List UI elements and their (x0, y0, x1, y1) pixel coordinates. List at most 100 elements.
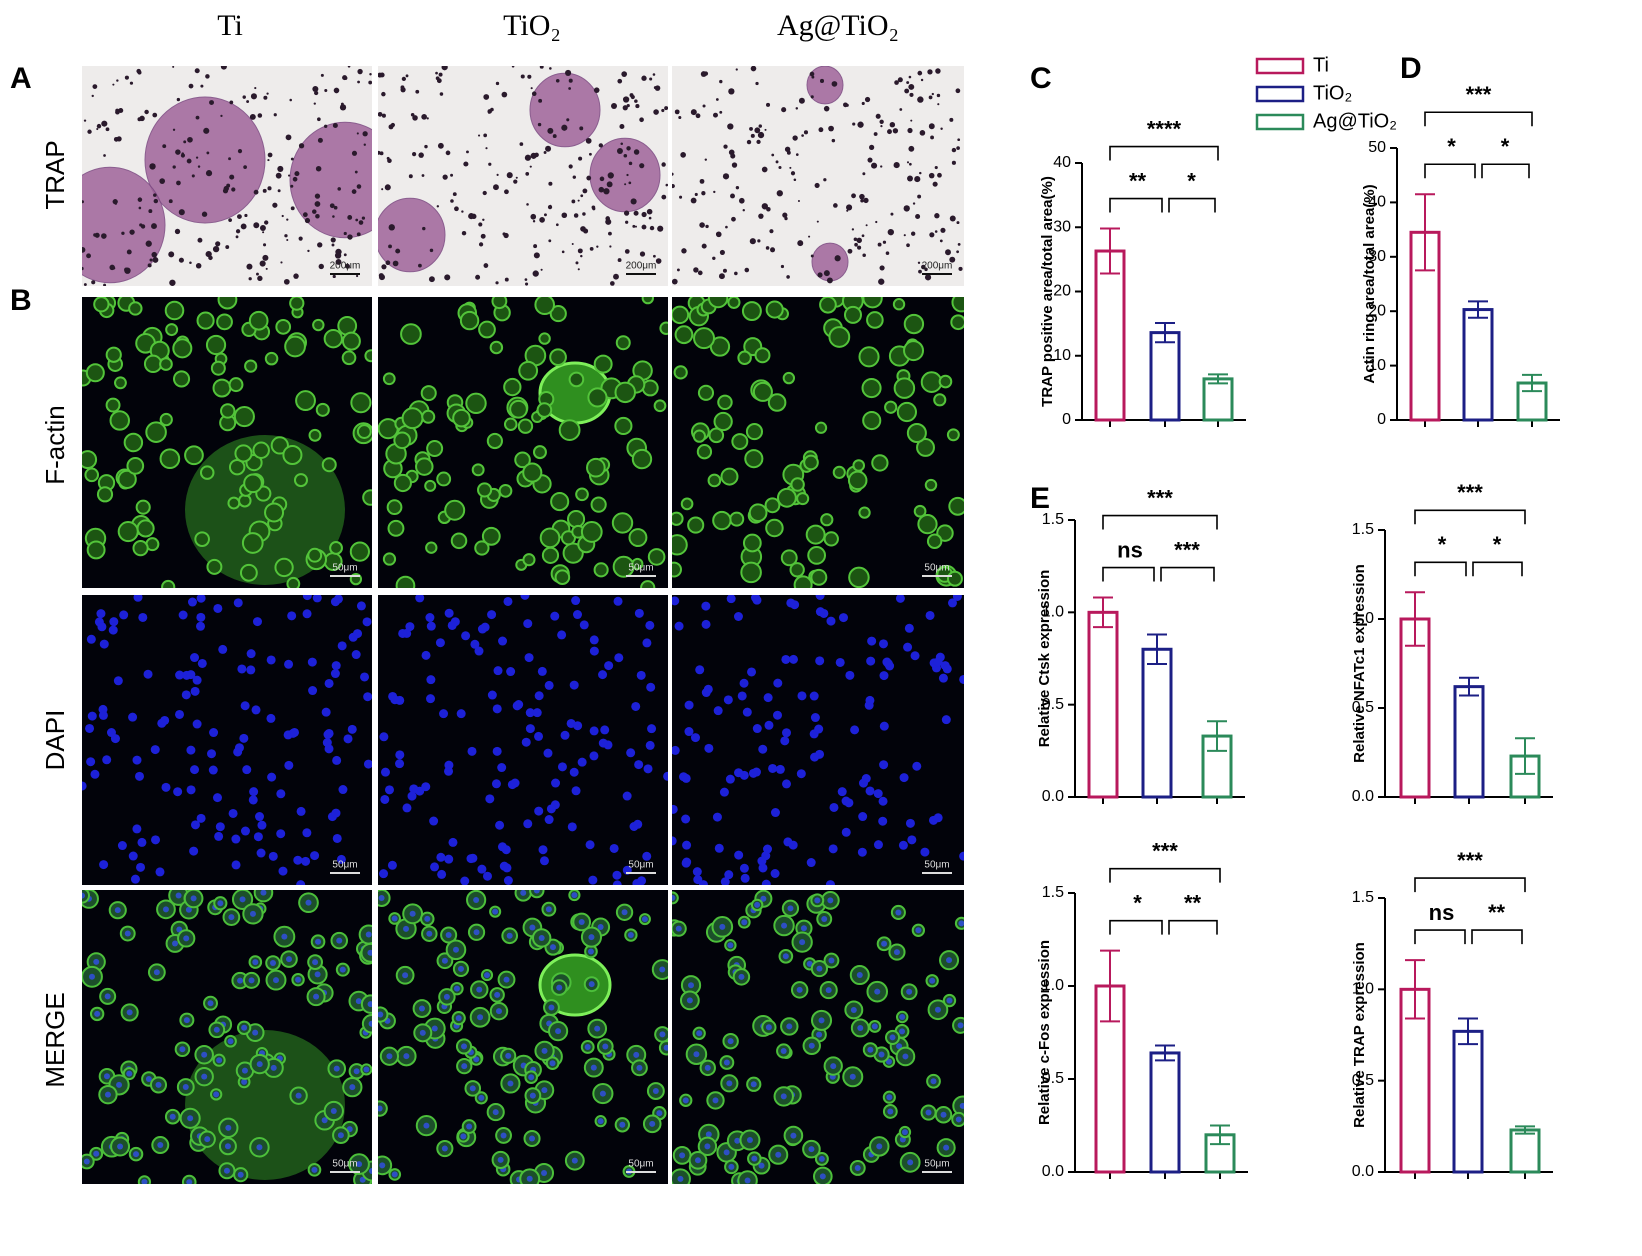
cell (719, 249, 725, 255)
y-tick-label: 30 (1053, 218, 1071, 235)
cell (290, 206, 295, 211)
y-tick-label: 1.5 (1352, 889, 1374, 906)
legend-label: Ti (1313, 54, 1329, 76)
cell (659, 321, 668, 335)
cell (539, 527, 561, 549)
cell (282, 444, 303, 466)
cell (887, 228, 894, 236)
nucleus (763, 693, 773, 703)
cell (435, 76, 440, 81)
cell (863, 197, 869, 204)
cell (949, 117, 954, 122)
cell (814, 421, 828, 434)
nucleus (806, 960, 813, 967)
cell (153, 193, 157, 197)
cell (734, 271, 738, 276)
nucleus (727, 942, 734, 949)
cell (172, 128, 176, 131)
nucleus (693, 1051, 700, 1058)
nucleus (514, 700, 524, 710)
y-tick-label: 0.5 (1042, 696, 1064, 713)
cell (744, 267, 750, 273)
nucleus (938, 673, 948, 683)
cell (361, 216, 366, 220)
cell (136, 519, 155, 538)
cell (687, 516, 705, 534)
cell (861, 377, 882, 399)
nucleus (324, 744, 334, 754)
nucleus (86, 634, 96, 644)
nucleus (712, 1097, 719, 1104)
nucleus (589, 751, 599, 761)
cell (347, 215, 353, 220)
nucleus (752, 724, 762, 734)
cell (746, 139, 752, 145)
cell (566, 510, 586, 529)
cell (617, 258, 622, 263)
nucleus (641, 916, 648, 923)
y-tick-label: 20 (1368, 302, 1386, 319)
cell (488, 162, 492, 166)
cell (490, 107, 494, 112)
nucleus (796, 986, 803, 993)
nucleus (525, 724, 535, 734)
nucleus (858, 812, 868, 822)
nucleus (764, 720, 774, 730)
cell (634, 225, 637, 228)
nucleus (933, 813, 943, 823)
cell (116, 79, 119, 82)
nucleus (333, 1065, 340, 1072)
y-axis-label: Relative TRAP expression (1351, 942, 1368, 1128)
cell (778, 165, 782, 170)
micrograph: 50μm (82, 595, 372, 885)
nucleus (585, 840, 595, 850)
cell (519, 142, 524, 146)
nucleus (116, 1081, 123, 1088)
cell (113, 136, 119, 142)
nucleus (534, 691, 544, 701)
nucleus (378, 1011, 384, 1018)
cell (924, 478, 938, 492)
cell (178, 209, 185, 216)
cell (529, 165, 532, 168)
cell (715, 231, 722, 238)
cell (936, 93, 941, 98)
cell (728, 88, 735, 95)
cell (253, 890, 274, 903)
nucleus (867, 1046, 874, 1053)
nucleus (544, 680, 554, 690)
cell (561, 124, 568, 131)
significance-label: ns (1429, 900, 1455, 925)
cell (555, 79, 560, 83)
cell (758, 213, 764, 219)
nucleus (402, 972, 409, 979)
nucleus (672, 596, 680, 606)
nucleus (538, 845, 548, 855)
cell (298, 236, 303, 241)
cell (834, 255, 841, 262)
cell (707, 297, 729, 309)
cell (347, 66, 351, 68)
cell (631, 557, 644, 570)
cell (493, 184, 499, 191)
micrograph: 50μm (82, 890, 372, 1184)
nucleus (187, 1115, 194, 1122)
nucleus (132, 824, 142, 834)
error-bar (1208, 373, 1228, 385)
cell (544, 213, 547, 217)
nucleus (492, 704, 502, 714)
cell (485, 147, 488, 150)
cell (169, 279, 176, 286)
cell (304, 217, 311, 224)
nucleus (241, 1024, 248, 1031)
nucleus (391, 915, 398, 922)
nucleus (296, 806, 306, 816)
nucleus (380, 794, 390, 804)
cell (522, 462, 543, 483)
nucleus (622, 791, 632, 801)
cell (525, 282, 529, 286)
cell (639, 251, 646, 257)
cell (537, 122, 542, 127)
nucleus (435, 638, 445, 648)
cell (529, 890, 545, 899)
